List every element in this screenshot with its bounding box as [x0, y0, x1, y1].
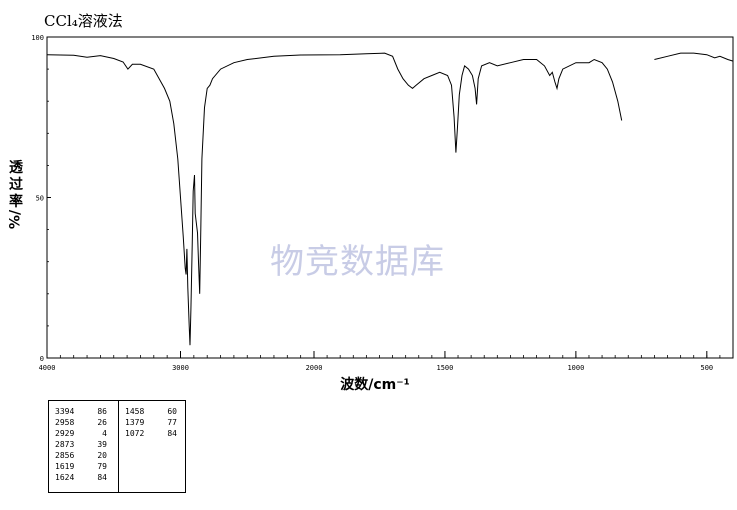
- x-tick-label: 1000: [567, 364, 584, 372]
- peak-wavenumber: 2873: [55, 440, 75, 449]
- peak-wavenumber: 3394: [55, 407, 75, 416]
- chart-axes: [46, 36, 734, 359]
- peak-wavenumber: 2958: [55, 418, 75, 427]
- x-tick-label: 4000: [39, 364, 56, 372]
- peak-transmittance: 84: [97, 473, 107, 482]
- peak-transmittance: 86: [97, 407, 107, 416]
- peak-table-left-row: 2958 26: [55, 417, 107, 428]
- peak-transmittance: 4: [102, 429, 107, 438]
- y-axis-label: 透 过 率 %/: [6, 160, 26, 229]
- peak-wavenumber: 1379: [125, 418, 145, 427]
- x-tick-label: 2000: [306, 364, 323, 372]
- peak-table-right-column: 1458 60 1379 77 1072 84: [125, 406, 177, 439]
- y-axis-label-char-3: 率: [9, 194, 23, 210]
- spectrum-lines: [46, 52, 734, 346]
- peak-table-right-row: 1458 60: [125, 406, 177, 417]
- x-tick-label: 3000: [172, 364, 189, 372]
- plot-frame: [46, 36, 734, 359]
- ir-spectrum-chart: 4000 3000 2000 1500 1000 500 0 50 100: [31, 34, 734, 372]
- peak-transmittance: 26: [97, 418, 107, 427]
- peak-table-left-row: 1619 79: [55, 461, 107, 472]
- y-axis-label-char-1: 透: [9, 160, 23, 176]
- chart-title: CCl₄溶液法: [44, 12, 123, 30]
- peak-table-right-row: 1072 84: [125, 428, 177, 439]
- peak-table-left-row: 2929 4: [55, 428, 107, 439]
- x-tick-label: 500: [700, 364, 713, 372]
- peak-table-left-row: 2873 39: [55, 439, 107, 450]
- spectrum-segment-2: [654, 52, 734, 62]
- peak-table-left-row: 3394 86: [55, 406, 107, 417]
- peak-table: 3394 86 2958 26 2929 4 2873 39 2856 20 1619 79 1624 8…: [48, 400, 186, 493]
- peak-transmittance: 84: [167, 429, 177, 438]
- peak-table-divider: [118, 401, 119, 492]
- peak-wavenumber: 2856: [55, 451, 75, 460]
- peak-transmittance: 77: [167, 418, 177, 427]
- peak-table-right-row: 1379 77: [125, 417, 177, 428]
- peak-table-left-column: 3394 86 2958 26 2929 4 2873 39 2856 20 1619 79 1624 8…: [55, 406, 107, 483]
- spectrum-segment-1: [46, 52, 623, 346]
- y-axis-label-char-2: 过: [9, 177, 23, 193]
- peak-wavenumber: 1624: [55, 473, 75, 482]
- peak-table-left-row: 2856 20: [55, 450, 107, 461]
- watermark-text: 物竞数据库: [270, 242, 445, 282]
- y-tick-label: 100: [31, 34, 44, 42]
- x-axis-label: 波数/cm⁻¹: [340, 377, 410, 393]
- peak-transmittance: 60: [167, 407, 177, 416]
- x-tick-label: 1500: [437, 364, 454, 372]
- peak-transmittance: 79: [97, 462, 107, 471]
- peak-wavenumber: 1619: [55, 462, 75, 471]
- peak-wavenumber: 1072: [125, 429, 145, 438]
- peak-wavenumber: 1458: [125, 407, 145, 416]
- y-tick-label: 50: [36, 195, 44, 203]
- peak-table-left-row: 1624 84: [55, 472, 107, 483]
- peak-transmittance: 39: [97, 440, 107, 449]
- peak-transmittance: 20: [97, 451, 107, 460]
- y-tick-label: 0: [40, 355, 44, 363]
- peak-wavenumber: 2929: [55, 429, 75, 438]
- chart-ticks: 4000 3000 2000 1500 1000 500 0 50 100: [31, 34, 734, 372]
